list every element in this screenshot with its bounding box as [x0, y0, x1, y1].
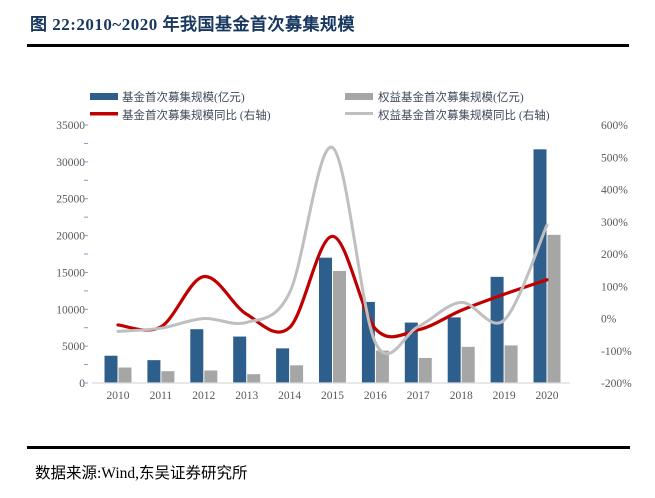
bar-2015-total [319, 257, 332, 383]
legend-label-equity-bar: 权益基金首次募集规模(亿元) [378, 90, 524, 104]
svg-text:2018: 2018 [450, 390, 473, 402]
bar-2013-equity [247, 374, 261, 383]
svg-text:400%: 400% [601, 185, 628, 197]
svg-text:2013: 2013 [235, 390, 258, 402]
legend-label-total-bar: 基金首次募集规模(亿元) [122, 90, 245, 104]
svg-text:2012: 2012 [192, 390, 215, 402]
left-axis-ticks: 0 5000 10000 15000 20000 25000 30000 35000 [56, 120, 85, 390]
svg-text:2010: 2010 [107, 390, 130, 402]
bar-2013-total [233, 336, 247, 383]
bar-2018-total [447, 317, 461, 383]
chart-canvas: 基金首次募集规模(亿元) 权益基金首次募集规模(亿元) 基金首次募集规模同比 (… [56, 90, 632, 402]
svg-text:2015: 2015 [321, 390, 344, 402]
svg-text:2011: 2011 [150, 390, 173, 402]
bar-2020-equity [547, 234, 561, 383]
svg-text:20000: 20000 [56, 231, 85, 243]
title-divider [27, 44, 629, 47]
legend-label-equity-yoy-line: 权益基金首次募集规模同比 (右轴) [378, 108, 550, 122]
bar-2016-equity [375, 350, 389, 383]
bar-2012-equity [204, 370, 218, 383]
bar-2011-equity [161, 371, 175, 383]
svg-text:2019: 2019 [493, 390, 516, 402]
footer-divider [27, 446, 630, 449]
legend-swatch-equity-yoy-line [345, 112, 373, 115]
svg-text:600%: 600% [601, 120, 628, 132]
bar-2012-total [190, 329, 204, 383]
bar-2014-total [276, 348, 290, 383]
legend-swatch-equity-bar [345, 93, 373, 100]
svg-text:2017: 2017 [407, 390, 430, 402]
bar-2014-equity [290, 365, 304, 383]
svg-text:15000: 15000 [56, 267, 85, 279]
x-axis-labels: 2010 2011 2012 2013 2014 2015 2016 2017 2018 2019… [107, 390, 559, 402]
svg-text:5000: 5000 [62, 341, 85, 353]
bar-2010-total [104, 355, 118, 383]
svg-text:35000: 35000 [56, 120, 85, 132]
bar-series [104, 149, 561, 383]
legend-swatch-total-yoy-line [90, 112, 118, 116]
equity-yoy-line [116, 146, 549, 356]
bar-2019-equity [504, 345, 518, 383]
figure-title: 图 22:2010~2020 年我国基金首次募集规模 [30, 15, 356, 34]
svg-text:300%: 300% [601, 217, 628, 229]
svg-text:2020: 2020 [536, 390, 559, 402]
legend-swatch-total-bar [90, 93, 118, 100]
legend-label-total-yoy-line: 基金首次募集规模同比 (右轴) [122, 108, 271, 122]
svg-text:100%: 100% [601, 281, 628, 293]
bar-2011-total [147, 360, 161, 383]
bar-2015-equity [333, 270, 346, 383]
svg-text:-100%: -100% [601, 346, 632, 358]
bar-2018-equity [461, 346, 475, 383]
line-series [116, 146, 549, 356]
svg-text:2014: 2014 [278, 390, 301, 402]
svg-text:-200%: -200% [601, 378, 632, 390]
bar-2010-equity [118, 367, 132, 383]
data-source: 数据来源:Wind,东吴证券研究所 [35, 465, 248, 482]
svg-text:2016: 2016 [364, 390, 387, 402]
axis-tick-marks [84, 124, 88, 384]
svg-text:500%: 500% [601, 152, 628, 164]
bar-2020-total [533, 149, 547, 383]
svg-text:0%: 0% [601, 314, 617, 326]
svg-text:200%: 200% [601, 249, 628, 261]
svg-text:10000: 10000 [56, 304, 85, 316]
right-axis-ticks: -200% -100% 0% 100% 200% 300% 400% 500% 600% [601, 120, 632, 390]
chart-legend: 基金首次募集规模(亿元) 权益基金首次募集规模(亿元) 基金首次募集规模同比 (… [90, 90, 550, 122]
bar-2019-total [490, 276, 504, 383]
svg-text:30000: 30000 [56, 157, 85, 169]
svg-text:0: 0 [79, 378, 85, 390]
total-yoy-line [116, 234, 549, 339]
bar-2017-equity [418, 357, 432, 383]
svg-text:25000: 25000 [56, 194, 85, 206]
